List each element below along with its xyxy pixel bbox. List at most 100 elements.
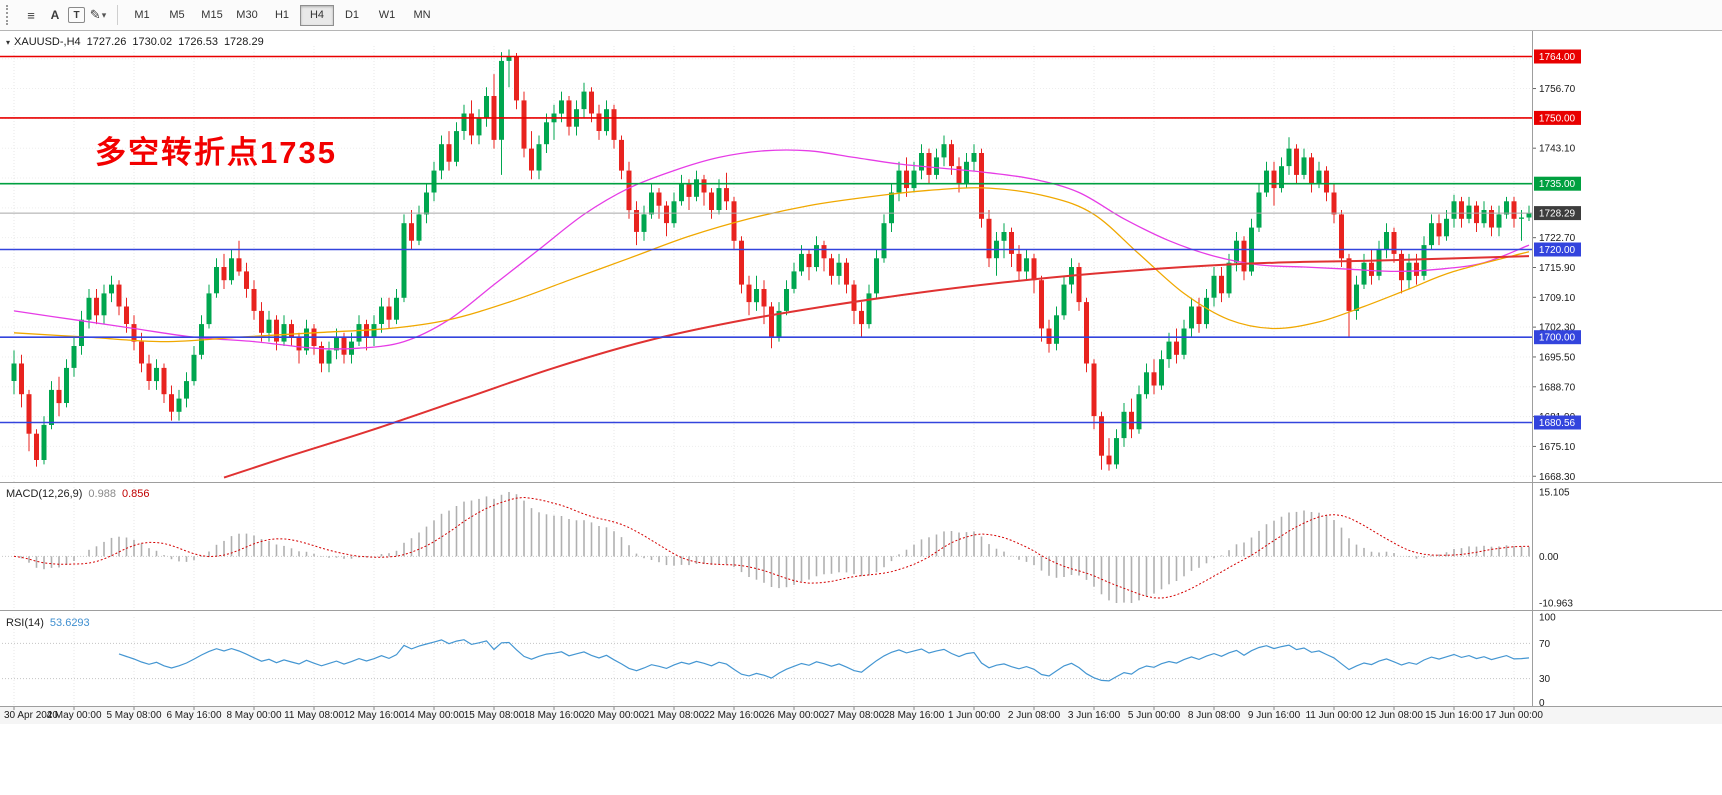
textbox-icon[interactable]: T (68, 7, 85, 23)
horizontal-lines-layer (0, 55, 1532, 424)
svg-text:21 May 08:00: 21 May 08:00 (644, 710, 705, 721)
toolbar-separator (117, 5, 118, 25)
ohlc-low: 1726.53 (178, 36, 218, 48)
ma-mid-line (13, 187, 1530, 343)
chart-list-icon[interactable]: ≡ (27, 7, 35, 23)
rsi-value: 53.6293 (49, 617, 90, 629)
svg-text:26 May 00:00: 26 May 00:00 (764, 710, 825, 721)
svg-text:5 Jun 00:00: 5 Jun 00:00 (1128, 710, 1181, 721)
svg-text:12 Jun 08:00: 12 Jun 08:00 (1365, 710, 1423, 721)
svg-text:1764.00: 1764.00 (1539, 52, 1576, 63)
svg-text:1750.00: 1750.00 (1539, 113, 1576, 124)
timeframe-button-m15[interactable]: M15 (201, 9, 223, 21)
svg-text:4 May 00:00: 4 May 00:00 (46, 710, 101, 721)
svg-text:6 May 16:00: 6 May 16:00 (166, 710, 221, 721)
svg-text:-10.963: -10.963 (1539, 598, 1573, 609)
timeframe-button-m5[interactable]: M5 (169, 9, 185, 21)
rsi-panel: 100 70 30 0 (2, 613, 1556, 709)
macd-label: MACD(12,26,9) 0.988 0.856 (6, 488, 149, 500)
symbol-name: XAUUSD-,H4 (14, 36, 81, 48)
svg-text:0: 0 (1539, 698, 1545, 709)
pivot-annotation: 多空转折点1735 (95, 135, 337, 170)
rsi-name: RSI(14) (6, 617, 44, 629)
svg-text:18 May 16:00: 18 May 16:00 (524, 710, 585, 721)
svg-text:1700.00: 1700.00 (1539, 333, 1576, 344)
timeframe-button-d1[interactable]: D1 (344, 9, 360, 21)
svg-text:8 Jun 08:00: 8 Jun 08:00 (1188, 710, 1241, 721)
macd-panel: 15.105 0.00 -10.963 (2, 488, 1573, 609)
svg-text:2 Jun 08:00: 2 Jun 08:00 (1008, 710, 1061, 721)
svg-text:1688.70: 1688.70 (1539, 382, 1576, 393)
ohlc-open: 1727.26 (86, 36, 127, 48)
pencil-icon: ✎ (89, 7, 101, 22)
draw-tool-button[interactable]: ✎ ▾ (87, 4, 109, 26)
candles-layer (11, 49, 1532, 471)
svg-text:1 Jun 00:00: 1 Jun 00:00 (948, 710, 1001, 721)
ohlc-high: 1730.02 (132, 36, 173, 48)
price-badge-resistance-1750 (1534, 110, 1581, 125)
svg-text:27 May 08:00: 27 May 08:00 (824, 710, 885, 721)
svg-text:30: 30 (1539, 674, 1551, 685)
svg-text:11 May 08:00: 11 May 08:00 (284, 710, 344, 721)
timeframe-button-m1[interactable]: M1 (134, 9, 150, 21)
svg-text:9 Jun 16:00: 9 Jun 16:00 (1248, 710, 1301, 721)
svg-text:1680.56: 1680.56 (1539, 418, 1576, 429)
timeframe-button-m30[interactable]: M30 (236, 9, 258, 21)
svg-text:1722.70: 1722.70 (1539, 233, 1576, 244)
price-badge-support-1720 (1534, 242, 1581, 257)
svg-text:1675.10: 1675.10 (1539, 442, 1576, 453)
timeframe-buttons: M1 M5 M15 M30 H1 H4 D1 W1 MN (125, 4, 439, 26)
timeframe-button-mn[interactable]: MN (413, 9, 431, 21)
price-badge-support-1680 (1534, 415, 1581, 430)
svg-text:1702.30: 1702.30 (1539, 323, 1576, 334)
svg-text:1756.70: 1756.70 (1539, 84, 1576, 95)
macd-signal-value: 0.856 (121, 488, 150, 500)
svg-text:14 May 00:00: 14 May 00:00 (404, 710, 465, 721)
svg-text:20 May 00:00: 20 May 00:00 (584, 710, 645, 721)
svg-text:11 Jun 00:00: 11 Jun 00:00 (1305, 710, 1363, 721)
svg-text:1715.90: 1715.90 (1539, 263, 1576, 274)
svg-text:1728.29: 1728.29 (1539, 209, 1576, 220)
timeframe-button-h1[interactable]: H1 (274, 9, 290, 21)
svg-text:1709.10: 1709.10 (1539, 293, 1576, 304)
svg-text:8 May 00:00: 8 May 00:00 (226, 710, 281, 721)
macd-name: MACD(12,26,9) (6, 488, 83, 500)
price-badge-resistance-1764 (1534, 49, 1581, 64)
toolbar: ≡ A T ✎ ▾ M1 M5 M15 M30 H1 H4 D1 W1 MN (0, 0, 1722, 31)
svg-text:15 Jun 16:00: 15 Jun 16:00 (1425, 710, 1483, 721)
svg-text:1743.10: 1743.10 (1539, 144, 1576, 155)
symbol-header: ▾ XAUUSD-,H4 1727.26 1730.02 1726.53 172… (6, 36, 264, 48)
svg-text:22 May 16:00: 22 May 16:00 (704, 710, 765, 721)
svg-text:17 Jun 00:00: 17 Jun 00:00 (1485, 710, 1543, 721)
svg-text:5 May 08:00: 5 May 08:00 (106, 710, 161, 721)
svg-text:3 Jun 16:00: 3 Jun 16:00 (1068, 710, 1121, 721)
price-badge-support-1700 (1534, 330, 1581, 345)
price-badge-current (1534, 206, 1581, 221)
ma-slow-line (223, 255, 1530, 479)
timeframe-button-h4[interactable]: H4 (300, 4, 334, 26)
svg-text:1695.50: 1695.50 (1539, 352, 1576, 363)
text-annotation-icon[interactable]: A (50, 8, 60, 22)
macd-signal-line (13, 496, 1530, 599)
svg-text:12 May 16:00: 12 May 16:00 (344, 710, 405, 721)
ohlc-close: 1728.29 (223, 36, 264, 48)
svg-text:15 May 08:00: 15 May 08:00 (464, 710, 525, 721)
svg-text:30 Apr 2020: 30 Apr 2020 (4, 710, 58, 721)
svg-text:1735.00: 1735.00 (1539, 179, 1576, 190)
dropdown-caret-icon: ▾ (101, 9, 107, 20)
svg-text:15.105: 15.105 (1539, 488, 1570, 499)
svg-text:0.00: 0.00 (1539, 552, 1559, 563)
timeframe-button-w1[interactable]: W1 (378, 9, 396, 21)
svg-text:1720.00: 1720.00 (1539, 245, 1576, 256)
price-badge-pivot-1735 (1534, 176, 1581, 191)
svg-text:70: 70 (1539, 639, 1551, 650)
ma-fast-line (13, 149, 1530, 350)
toolbar-grip-handle[interactable] (6, 5, 13, 25)
svg-text:100: 100 (1539, 613, 1556, 624)
rsi-label: RSI(14) 53.6293 (6, 617, 90, 629)
rsi-line (118, 639, 1530, 682)
macd-main-value: 0.988 (88, 488, 116, 500)
